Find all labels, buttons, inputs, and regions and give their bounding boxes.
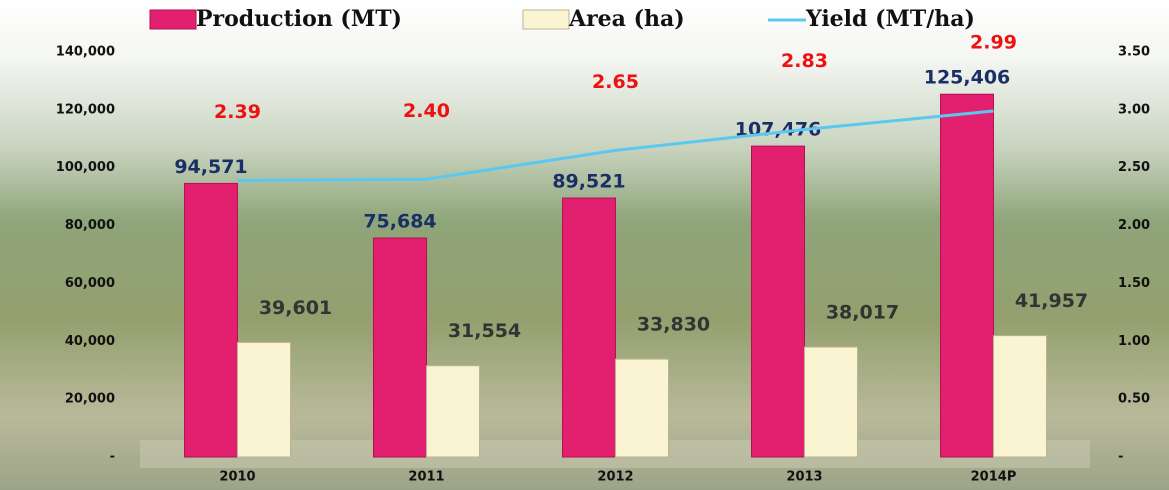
bar-value-label: 125,406 bbox=[924, 67, 1011, 89]
legend-swatch bbox=[522, 9, 570, 30]
x-tick-label: 2012 bbox=[597, 470, 633, 485]
y2-tick-label: 2.00 bbox=[1118, 218, 1150, 233]
bar bbox=[562, 197, 616, 458]
bar-value-label: 38,017 bbox=[826, 302, 899, 324]
bar-value-label: 94,571 bbox=[174, 156, 247, 178]
x-tick-label: 2011 bbox=[408, 470, 444, 485]
y-tick-label: - bbox=[110, 450, 115, 465]
x-tick-label: 2013 bbox=[786, 470, 822, 485]
legend-label: Area (ha) bbox=[568, 6, 685, 32]
line-value-label: 2.65 bbox=[592, 71, 639, 93]
y2-tick-label: 1.00 bbox=[1118, 334, 1150, 349]
bar bbox=[373, 237, 427, 458]
bar bbox=[426, 365, 480, 458]
y2-tick-label: 2.50 bbox=[1118, 160, 1150, 175]
y2-tick-label: 3.00 bbox=[1118, 102, 1150, 117]
y-tick-label: 20,000 bbox=[65, 392, 115, 407]
line-value-label: 2.83 bbox=[781, 50, 828, 72]
bar bbox=[940, 93, 994, 458]
bar-value-label: 75,684 bbox=[363, 211, 436, 233]
line-value-label: 2.99 bbox=[970, 32, 1017, 54]
y2-tick-label: 3.50 bbox=[1118, 45, 1150, 60]
bar bbox=[184, 182, 238, 458]
y-tick-label: 140,000 bbox=[56, 45, 115, 60]
bar bbox=[237, 341, 291, 458]
y2-tick-label: 1.50 bbox=[1118, 276, 1150, 291]
line-value-label: 2.40 bbox=[403, 100, 450, 122]
bar bbox=[804, 346, 858, 458]
y-tick-label: 80,000 bbox=[65, 218, 115, 233]
bar-value-label: 33,830 bbox=[637, 314, 710, 336]
bar-value-label: 39,601 bbox=[259, 297, 332, 319]
y-tick-label: 40,000 bbox=[65, 334, 115, 349]
y-tick-label: 60,000 bbox=[65, 276, 115, 291]
bar bbox=[993, 335, 1047, 458]
bar bbox=[751, 145, 805, 458]
bar-value-label: 31,554 bbox=[448, 320, 521, 342]
bar-value-label: 89,521 bbox=[552, 171, 625, 193]
x-tick-label: 2014P bbox=[971, 470, 1017, 485]
line-value-label: 2.39 bbox=[214, 101, 261, 123]
line bbox=[237, 109, 994, 182]
x-tick-label: 2010 bbox=[219, 470, 255, 485]
legend-label: Yield (MT/ha) bbox=[805, 6, 975, 32]
y-tick-label: 100,000 bbox=[56, 160, 115, 175]
y2-tick-label: 0.50 bbox=[1118, 392, 1150, 407]
legend-label: Production (MT) bbox=[196, 6, 402, 32]
bar bbox=[615, 358, 669, 458]
y-tick-label: 120,000 bbox=[56, 102, 115, 117]
y2-tick-label: - bbox=[1118, 450, 1123, 465]
bar-value-label: 41,957 bbox=[1015, 290, 1088, 312]
legend-swatch bbox=[149, 9, 197, 30]
